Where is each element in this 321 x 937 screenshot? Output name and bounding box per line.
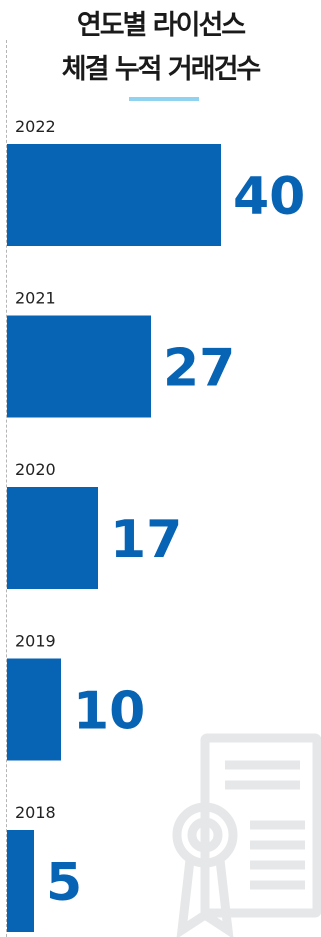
bar-2019 xyxy=(7,658,61,761)
title-underline xyxy=(129,97,199,101)
bar-2020 xyxy=(7,487,98,589)
bar-2018 xyxy=(7,830,34,932)
category-label-2021: 2021 xyxy=(15,289,56,308)
category-label-2020: 2020 xyxy=(15,460,56,479)
category-label-2022: 2022 xyxy=(15,117,56,136)
chart-title: 연도별 라이선스 체결 누적 거래건수 xyxy=(0,4,321,92)
category-label-2018: 2018 xyxy=(15,803,56,822)
chart-title-line-1: 연도별 라이선스 xyxy=(76,10,246,41)
bar-2021 xyxy=(7,315,151,418)
value-label-2021: 27 xyxy=(163,339,235,399)
category-label-2019: 2019 xyxy=(15,632,56,651)
value-label-2022: 40 xyxy=(233,167,305,227)
baseline-axis xyxy=(6,40,7,937)
value-label-2018: 5 xyxy=(46,853,82,913)
bar-2022 xyxy=(7,144,221,246)
value-label-2019: 10 xyxy=(73,682,145,742)
value-label-2020: 17 xyxy=(110,510,182,570)
certificate-icon xyxy=(172,733,321,937)
chart-title-line-2: 체결 누적 거래건수 xyxy=(61,54,262,85)
